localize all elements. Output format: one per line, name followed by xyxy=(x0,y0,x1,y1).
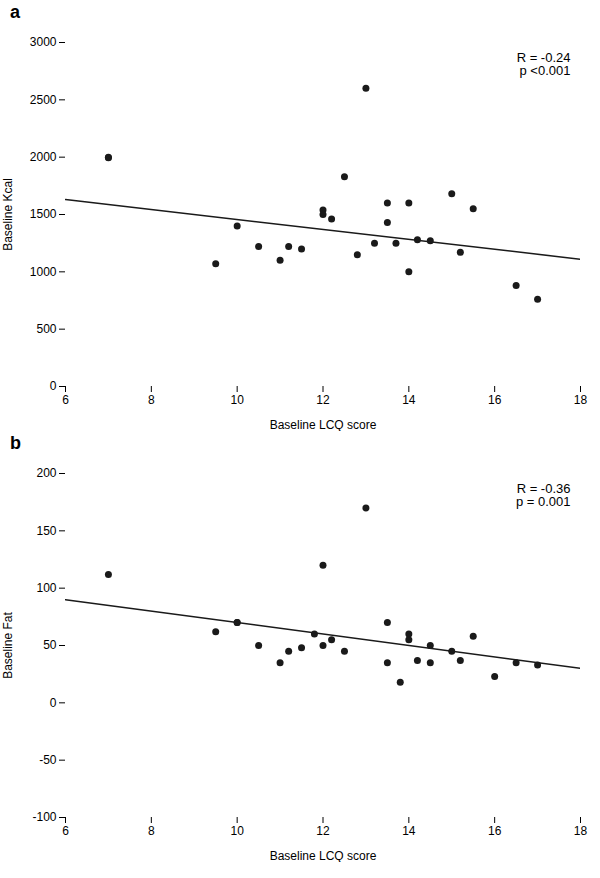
svg-text:12: 12 xyxy=(316,824,330,838)
svg-text:Baseline LCQ score: Baseline LCQ score xyxy=(270,849,377,863)
svg-text:14: 14 xyxy=(402,824,416,838)
svg-text:12: 12 xyxy=(316,393,330,407)
svg-text:R = -0.24p <0.001: R = -0.24p <0.001 xyxy=(517,50,571,78)
svg-text:-100: -100 xyxy=(32,810,56,824)
svg-text:3000: 3000 xyxy=(30,35,57,49)
svg-text:50: 50 xyxy=(43,638,57,652)
svg-text:8: 8 xyxy=(148,824,155,838)
svg-text:0: 0 xyxy=(50,379,57,393)
svg-text:Baseline Fat: Baseline Fat xyxy=(1,611,15,678)
svg-text:Baseline Kcal: Baseline Kcal xyxy=(1,178,15,251)
svg-text:1500: 1500 xyxy=(30,207,57,221)
svg-text:18: 18 xyxy=(574,393,588,407)
svg-text:16: 16 xyxy=(488,824,502,838)
svg-text:10: 10 xyxy=(230,393,244,407)
svg-text:1000: 1000 xyxy=(30,265,57,279)
svg-text:10: 10 xyxy=(230,824,244,838)
svg-text:150: 150 xyxy=(36,524,56,538)
svg-text:16: 16 xyxy=(488,393,502,407)
svg-text:500: 500 xyxy=(36,322,56,336)
svg-text:6: 6 xyxy=(62,393,69,407)
svg-text:R = -0.36p = 0.001: R = -0.36p = 0.001 xyxy=(516,481,571,509)
svg-text:2500: 2500 xyxy=(30,93,57,107)
svg-text:Baseline LCQ score: Baseline LCQ score xyxy=(270,418,377,432)
svg-text:18: 18 xyxy=(574,824,588,838)
html-text:a: a xyxy=(10,2,20,22)
html-text:b: b xyxy=(10,433,21,453)
svg-text:6: 6 xyxy=(62,824,69,838)
svg-text:14: 14 xyxy=(402,393,416,407)
svg-text:-50: -50 xyxy=(39,753,57,767)
svg-text:8: 8 xyxy=(148,393,155,407)
svg-text:0: 0 xyxy=(50,696,57,710)
svg-text:200: 200 xyxy=(36,466,56,480)
svg-text:100: 100 xyxy=(36,581,56,595)
svg-text:2000: 2000 xyxy=(30,150,57,164)
